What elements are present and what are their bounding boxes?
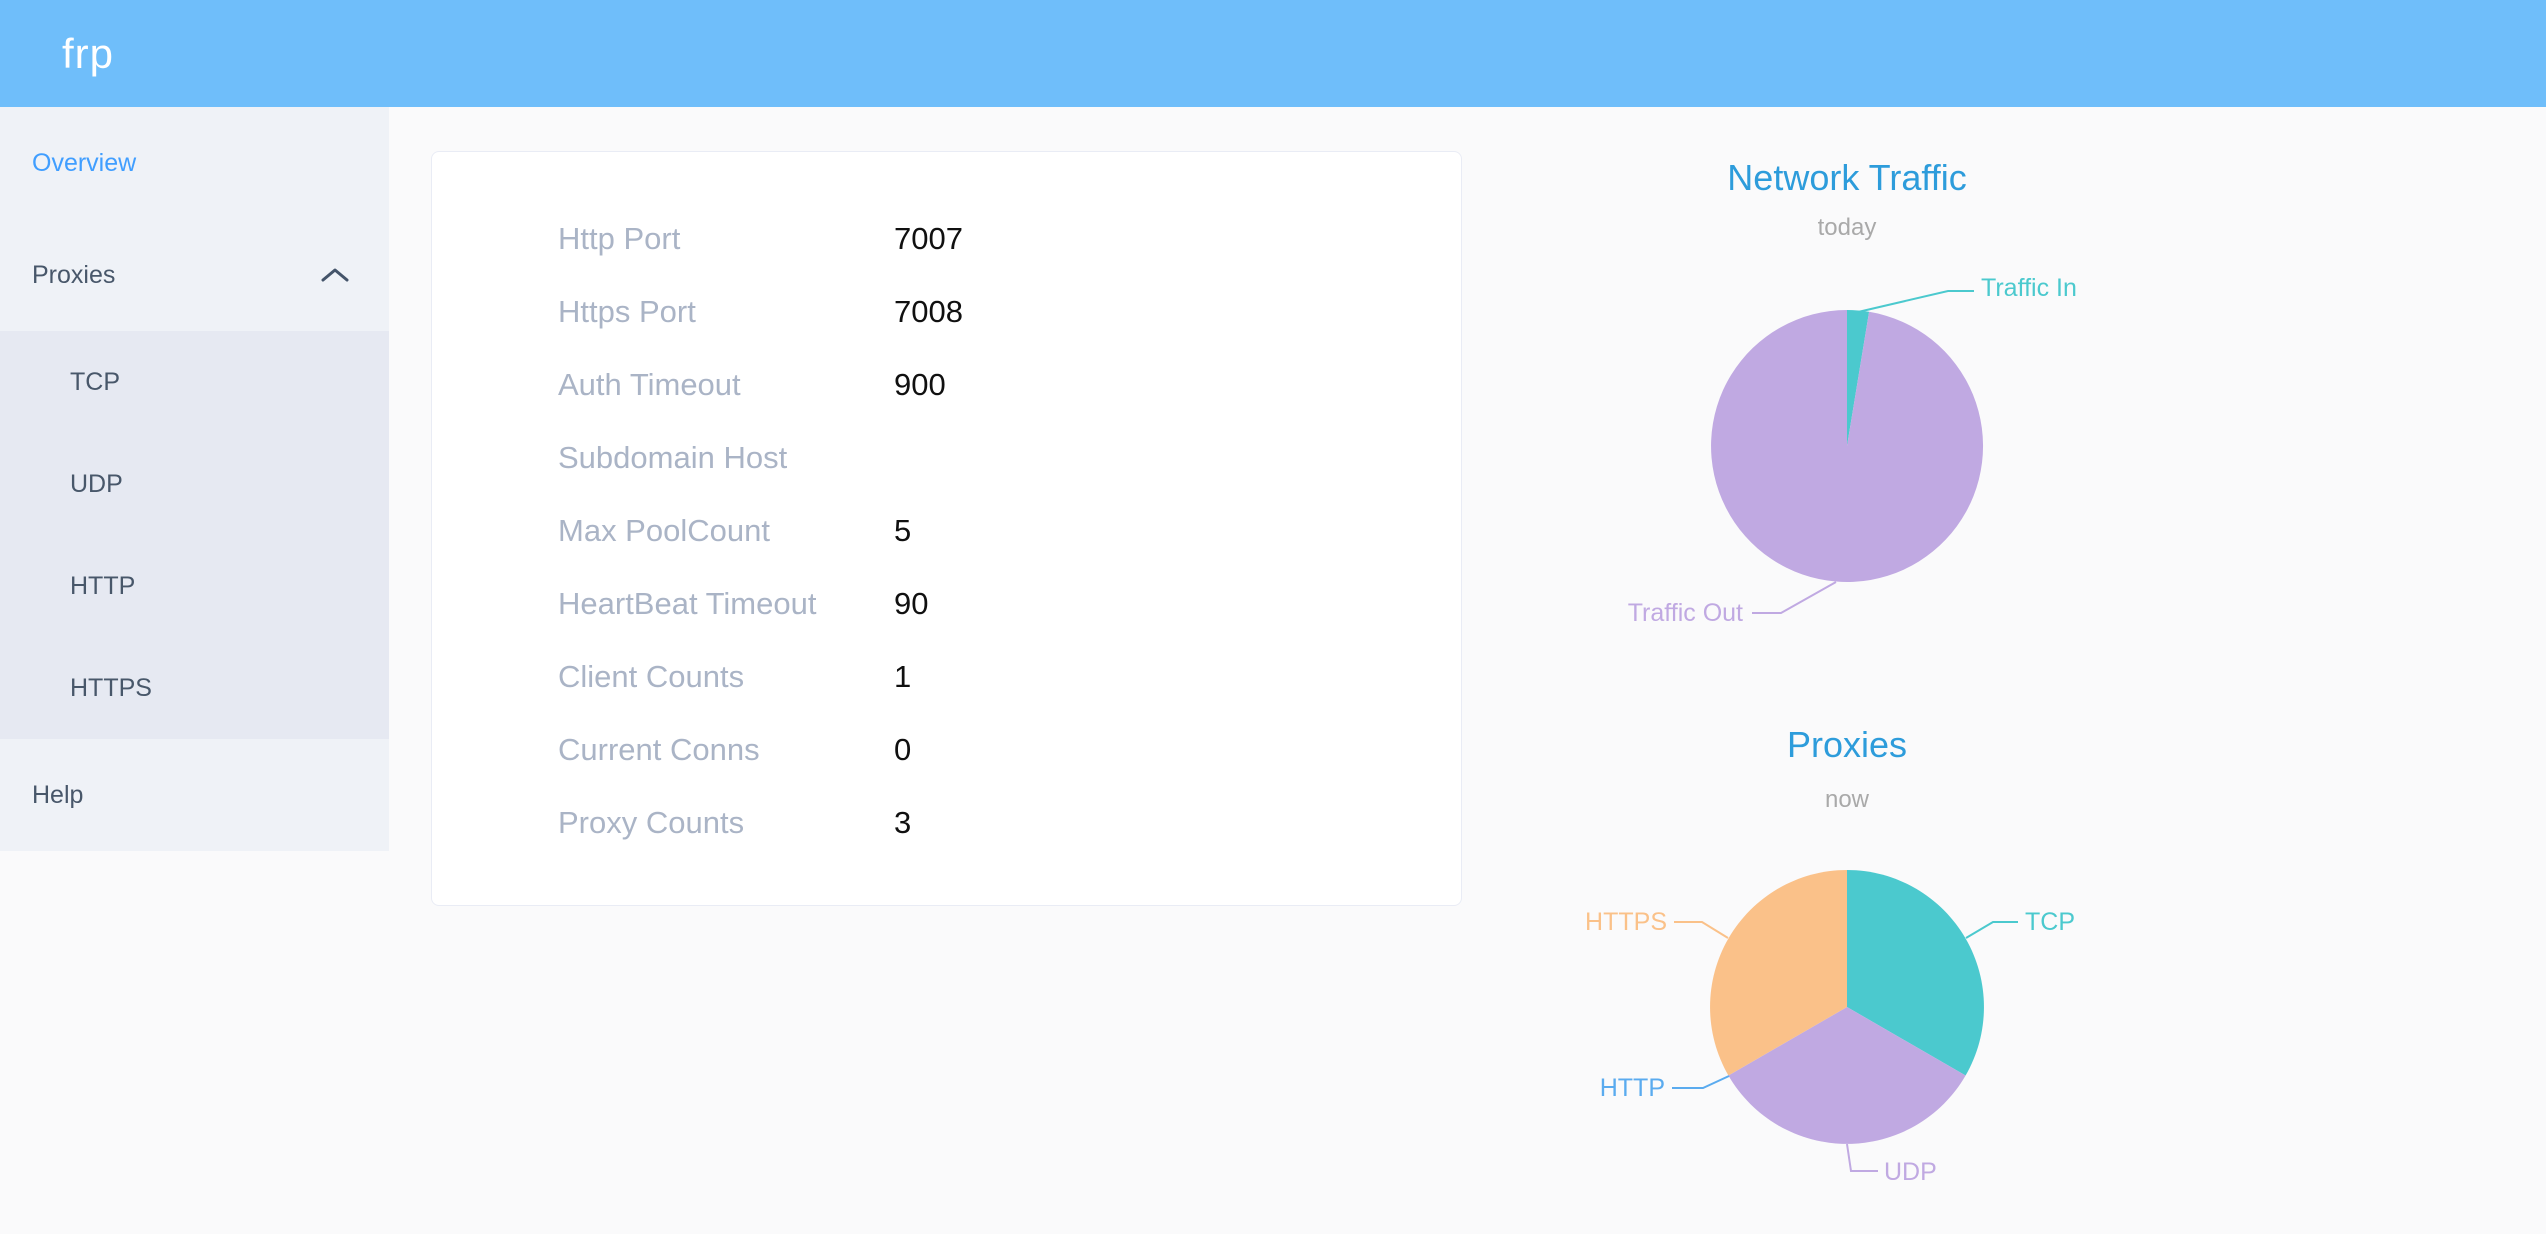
info-row: Https Port 7008 xyxy=(432,275,1461,348)
label-line-traffic-out xyxy=(1752,581,1837,614)
pie-label-traffic-in: Traffic In xyxy=(1981,274,2077,302)
pie-slice-https xyxy=(1710,870,1847,1076)
sidebar-item-proxies[interactable]: Proxies xyxy=(0,219,389,331)
sidebar-item-help[interactable]: Help xyxy=(0,739,389,851)
pie-label-https: HTTPS xyxy=(1585,908,1667,936)
chevron-up-icon[interactable] xyxy=(321,267,349,283)
sidebar-item-label: HTTPS xyxy=(70,673,152,702)
chart-title: Proxies xyxy=(1786,724,1908,765)
pie-label-tcp: TCP xyxy=(2025,908,2075,936)
info-value: 900 xyxy=(894,366,946,402)
sidebar-item-udp[interactable]: UDP xyxy=(0,433,389,535)
info-row: Http Port 7007 xyxy=(432,202,1461,275)
info-row: Current Conns 0 xyxy=(432,713,1461,786)
sidebar-item-label: Overview xyxy=(32,148,137,177)
info-value: 7008 xyxy=(894,293,963,329)
proxies-pie: TCP HTTPS HTTP UDP xyxy=(1585,870,2075,1186)
info-label: Max PoolCount xyxy=(558,512,770,548)
pie-slice-udp xyxy=(1728,1007,1966,1144)
pie-label-http: HTTP xyxy=(1600,1074,1665,1102)
info-row: Client Counts 1 xyxy=(432,640,1461,713)
info-value: 1 xyxy=(894,658,912,694)
info-value: 7007 xyxy=(894,220,963,256)
sidebar-item-label: Proxies xyxy=(32,260,116,289)
pie-label-udp: UDP xyxy=(1884,1158,1937,1186)
network-traffic-chart: Network Traffic today Traffic In Traffic … xyxy=(1560,140,2200,640)
sidebar-item-tcp[interactable]: TCP xyxy=(0,331,389,433)
server-info-card: Http Port 7007 Https Port 7008 Auth Time… xyxy=(431,151,1462,906)
info-value: 3 xyxy=(894,804,912,840)
info-row: Proxy Counts 3 xyxy=(432,786,1461,859)
info-row: HeartBeat Timeout 90 xyxy=(432,567,1461,640)
network-traffic-pie: Traffic In Traffic Out xyxy=(1628,274,2077,627)
chart-subtitle: now xyxy=(1824,786,1870,813)
info-label: Client Counts xyxy=(558,658,745,694)
chart-title: Network Traffic xyxy=(1727,157,1967,198)
info-value: 90 xyxy=(894,585,929,621)
top-header-bar: frp xyxy=(0,0,2546,107)
sidebar-item-label: TCP xyxy=(70,367,120,396)
info-label: Subdomain Host xyxy=(558,439,788,475)
label-line-traffic-in xyxy=(1857,290,1974,313)
info-label: Http Port xyxy=(558,220,681,256)
proxies-submenu: TCP UDP HTTP HTTPS xyxy=(0,331,389,739)
pie-slice-tcp xyxy=(1847,870,1984,1076)
label-line-tcp xyxy=(1965,921,2018,939)
info-label: Auth Timeout xyxy=(558,366,741,402)
pie-label-traffic-out: Traffic Out xyxy=(1628,599,1743,627)
app-logo: frp xyxy=(62,30,115,77)
sidebar: Overview Proxies TCP UDP HTTP HTTPS Help xyxy=(0,107,389,851)
sidebar-item-overview[interactable]: Overview xyxy=(0,107,389,219)
sidebar-item-label: Help xyxy=(32,780,84,809)
label-line-udp xyxy=(1846,1143,1878,1172)
sidebar-item-https[interactable]: HTTPS xyxy=(0,637,389,739)
info-label: Https Port xyxy=(558,293,696,329)
info-value: 5 xyxy=(894,512,912,548)
chart-subtitle: today xyxy=(1817,214,1877,241)
info-label: Proxy Counts xyxy=(558,804,745,840)
label-line-http xyxy=(1672,1075,1730,1089)
label-line-https xyxy=(1674,921,1729,939)
sidebar-item-http[interactable]: HTTP xyxy=(0,535,389,637)
info-row: Subdomain Host xyxy=(432,421,1461,494)
proxies-chart: Proxies now TCP HTTPS HTTP UDP xyxy=(1560,700,2200,1234)
sidebar-item-label: UDP xyxy=(70,469,123,498)
pie-slice-traffic-out xyxy=(1711,310,1984,583)
info-label: Current Conns xyxy=(558,731,760,767)
sidebar-item-label: HTTP xyxy=(70,571,136,600)
info-row: Auth Timeout 900 xyxy=(432,348,1461,421)
pie-slice-traffic-in xyxy=(1847,310,1870,446)
info-value: 0 xyxy=(894,731,912,767)
info-row: Max PoolCount 5 xyxy=(432,494,1461,567)
info-label: HeartBeat Timeout xyxy=(558,585,817,621)
